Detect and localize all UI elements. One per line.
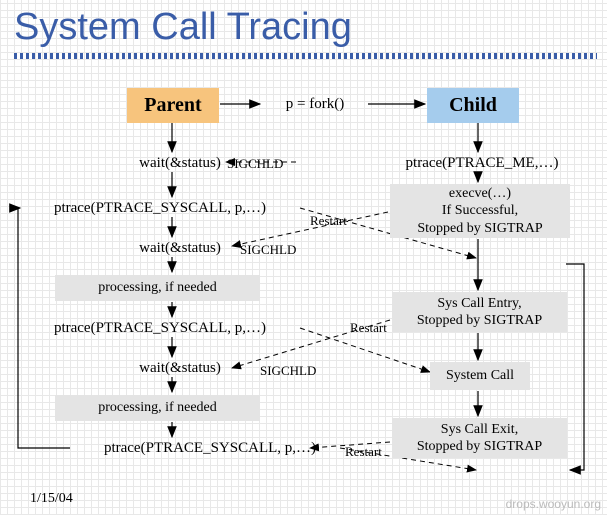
node-syscall: System Call bbox=[430, 362, 530, 390]
node-pt2: ptrace(PTRACE_SYSCALL, p,…) bbox=[20, 320, 300, 337]
node-exit: Sys Call Exit,Stopped by SIGTRAP bbox=[392, 418, 567, 458]
edge-label: SIGCHLD bbox=[227, 156, 283, 172]
node-wait3: wait(&status) bbox=[120, 360, 240, 377]
edge-label: SIGCHLD bbox=[240, 242, 296, 258]
node-entry: Sys Call Entry,Stopped by SIGTRAP bbox=[392, 292, 567, 332]
node-pt1: ptrace(PTRACE_SYSCALL, p,…) bbox=[20, 200, 300, 217]
edge-label: Restart bbox=[310, 213, 347, 229]
node-wait1: wait(&status) bbox=[120, 155, 240, 172]
title-rule bbox=[14, 53, 597, 59]
edge-label: Restart bbox=[350, 320, 387, 336]
parent-header: Parent bbox=[127, 88, 219, 123]
node-wait2: wait(&status) bbox=[120, 240, 240, 257]
edge-label: Restart bbox=[345, 444, 382, 460]
node-pt3: ptrace(PTRACE_SYSCALL, p,…) bbox=[70, 440, 350, 457]
node-ptraceme: ptrace(PTRACE_ME,…) bbox=[382, 155, 582, 172]
date-footer: 1/15/04 bbox=[30, 491, 73, 507]
node-fork: p = fork() bbox=[260, 96, 370, 113]
edge-label: SIGCHLD bbox=[260, 363, 316, 379]
child-header: Child bbox=[427, 88, 519, 123]
watermark: drops.wooyun.org bbox=[506, 497, 601, 511]
node-proc1: processing, if needed bbox=[55, 275, 260, 301]
node-proc2: processing, if needed bbox=[55, 395, 260, 421]
node-exec: execve(…)If Successful,Stopped by SIGTRA… bbox=[390, 184, 570, 238]
page-title: System Call Tracing bbox=[0, 0, 607, 51]
